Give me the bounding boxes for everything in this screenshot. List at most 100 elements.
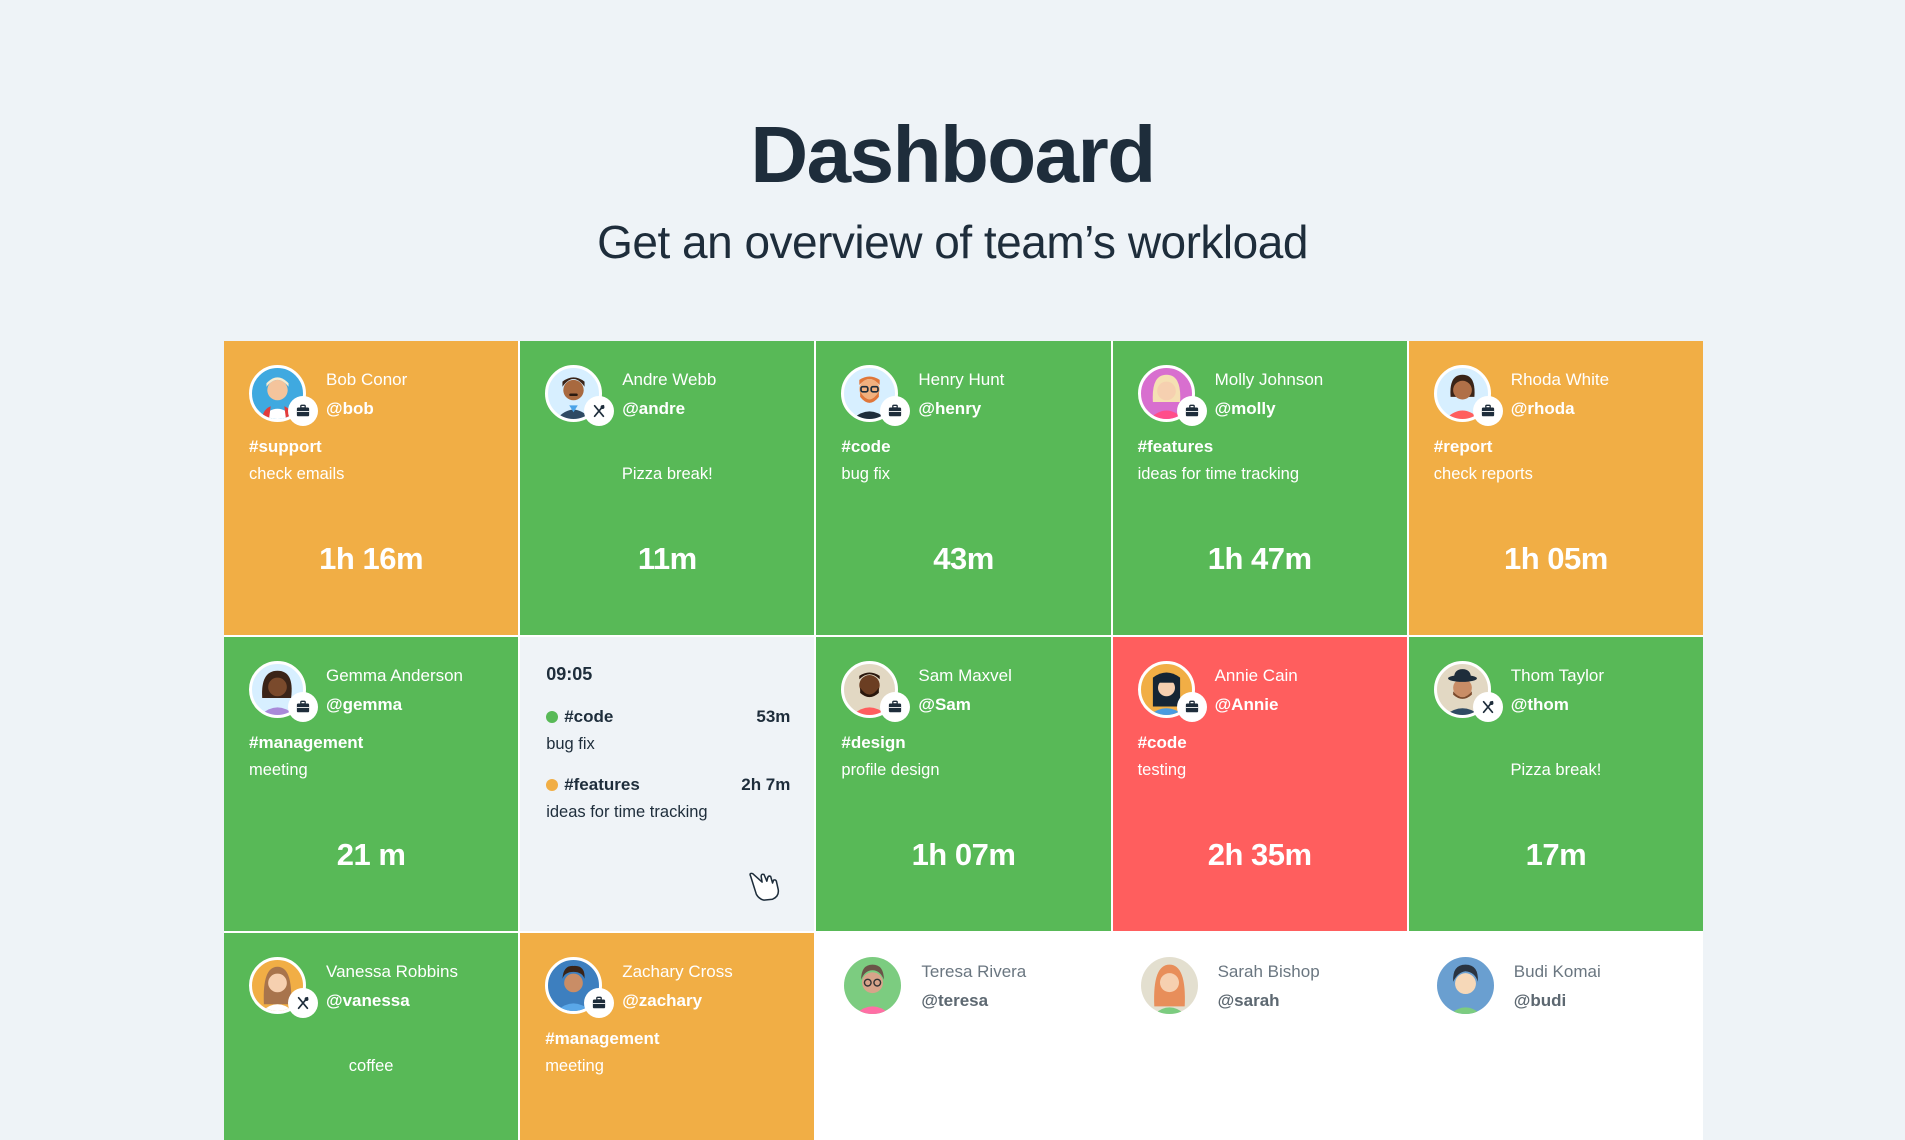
avatar xyxy=(1140,957,1198,1014)
member-handle: @andre xyxy=(622,399,686,418)
member-handle: @vanessa xyxy=(326,991,410,1010)
member-name: Molly Johnson xyxy=(1214,370,1324,389)
fork-spoon-icon xyxy=(584,396,615,426)
user-info: Bob Conor @bob xyxy=(249,365,408,426)
project-tag: #features xyxy=(1137,437,1214,456)
elapsed-time: 1h 47m xyxy=(1207,541,1312,576)
briefcase-icon xyxy=(288,396,318,426)
user-info: Thom Taylor @thom xyxy=(1433,661,1605,722)
elapsed-time: 1h 16m xyxy=(319,541,424,576)
project-tag: #management xyxy=(249,733,364,752)
member-card-gemma[interactable]: Gemma Anderson @gemma #management meetin… xyxy=(224,637,519,931)
task-description: testing xyxy=(1137,761,1187,779)
elapsed-time: 1h 07m xyxy=(911,837,1016,872)
task-description: ideas for time tracking xyxy=(1137,465,1299,483)
briefcase-icon xyxy=(288,692,318,722)
avatar xyxy=(249,365,306,422)
user-info: Molly Johnson @molly xyxy=(1137,365,1324,426)
activity-entry[interactable]: #features 2h 7m xyxy=(546,775,790,795)
member-card-rhoda[interactable]: Rhoda White @rhoda #report check reports… xyxy=(1408,341,1703,635)
task-description: meeting xyxy=(249,761,308,779)
member-handle: @budi xyxy=(1513,991,1567,1010)
page-subtitle: Get an overview of team’s workload xyxy=(597,216,1308,268)
user-info: Teresa Rivera @teresa xyxy=(844,957,1026,1014)
member-card-bob[interactable]: Bob Conor @bob #support check emails 1h … xyxy=(224,341,519,635)
member-handle: @Annie xyxy=(1214,695,1279,714)
member-card-budi[interactable]: Budi Komai @budi xyxy=(1408,933,1703,1140)
user-info: Andre Webb @andre xyxy=(545,365,717,426)
member-name: Rhoda White xyxy=(1510,370,1610,389)
member-handle: @thom xyxy=(1510,695,1569,714)
member-card-vanessa[interactable]: Vanessa Robbins @vanessa coffee xyxy=(224,933,519,1140)
member-handle: @teresa xyxy=(921,991,989,1010)
user-info: Gemma Anderson @gemma xyxy=(249,661,464,722)
member-card-teresa[interactable]: Teresa Rivera @teresa xyxy=(816,933,1111,1140)
briefcase-icon xyxy=(880,396,911,426)
member-handle: @sarah xyxy=(1217,991,1280,1010)
avatar xyxy=(545,365,603,422)
project-tag: #code xyxy=(1137,733,1187,752)
member-name: Andre Webb xyxy=(622,370,717,389)
member-name: Zachary Cross xyxy=(622,962,733,981)
member-handle: @gemma xyxy=(326,695,403,714)
user-info: Annie Cain @Annie xyxy=(1137,661,1298,722)
task-description: meeting xyxy=(545,1057,604,1075)
activity-entry[interactable]: #code 53m xyxy=(546,707,790,727)
fork-spoon-icon xyxy=(288,988,318,1018)
entry-tag: #features xyxy=(564,775,640,794)
hand-pointer-icon xyxy=(745,865,783,903)
member-card-sarah[interactable]: Sarah Bishop @sarah xyxy=(1112,933,1407,1140)
member-card-henry[interactable]: Henry Hunt @henry #code bug fix 43m xyxy=(816,341,1111,635)
avatar xyxy=(1137,365,1195,422)
elapsed-time: 17m xyxy=(1525,837,1587,872)
user-info: Rhoda White @rhoda xyxy=(1433,365,1610,426)
member-card-andre[interactable]: Andre Webb @andre Pizza break! 11m xyxy=(520,341,815,635)
member-name: Sam Maxvel xyxy=(918,666,1012,685)
member-card-zachary[interactable]: Zachary Cross @zachary #management meeti… xyxy=(520,933,815,1140)
member-name: Annie Cain xyxy=(1214,666,1298,685)
team-grid: Bob Conor @bob #support check emails 1h … xyxy=(224,341,1703,1140)
member-name: Sarah Bishop xyxy=(1217,962,1320,981)
user-info: Sarah Bishop @sarah xyxy=(1140,957,1320,1014)
member-card-molly[interactable]: Molly Johnson @molly #features ideas for… xyxy=(1112,341,1407,635)
clock-time: 09:05 xyxy=(546,664,593,684)
entry-tag: #code xyxy=(564,707,614,726)
member-card-thom[interactable]: Thom Taylor @thom Pizza break! 17m xyxy=(1408,637,1703,931)
briefcase-icon xyxy=(880,692,911,722)
task-description: check emails xyxy=(249,465,345,483)
activity-detail-card[interactable]: 09:05 #code 53m bug fix #features 2h 7m … xyxy=(520,637,815,931)
project-tag: #management xyxy=(545,1029,660,1048)
task-description: coffee xyxy=(348,1057,394,1075)
member-handle: @molly xyxy=(1214,399,1276,418)
member-handle: @zachary xyxy=(622,991,703,1010)
entry-duration: 2h 7m xyxy=(741,775,791,794)
member-handle: @bob xyxy=(326,399,374,418)
member-handle: @rhoda xyxy=(1510,399,1575,418)
fork-spoon-icon xyxy=(1472,692,1503,722)
elapsed-time: 11m xyxy=(637,541,697,576)
member-name: Gemma Anderson xyxy=(326,666,464,685)
briefcase-icon xyxy=(1176,692,1207,722)
task-description: Pizza break! xyxy=(621,465,713,483)
member-name: Bob Conor xyxy=(326,370,408,389)
entry-task: bug fix xyxy=(546,735,595,753)
status-dot-icon xyxy=(546,779,559,791)
task-description: profile design xyxy=(841,761,940,779)
task-description: Pizza break! xyxy=(1510,761,1602,779)
project-tag: #report xyxy=(1433,437,1493,456)
project-tag: #design xyxy=(841,733,906,752)
elapsed-time: 43m xyxy=(933,541,994,576)
member-name: Thom Taylor xyxy=(1510,666,1605,685)
project-tag: #code xyxy=(841,437,891,456)
member-card-sam[interactable]: Sam Maxvel @Sam #design profile design 1… xyxy=(816,637,1111,931)
briefcase-icon xyxy=(1472,396,1503,426)
member-handle: @henry xyxy=(918,399,982,418)
member-name: Budi Komai xyxy=(1513,962,1601,981)
task-description: bug fix xyxy=(841,465,891,483)
member-handle: @Sam xyxy=(918,695,971,714)
user-info: Sam Maxvel @Sam xyxy=(841,661,1012,722)
user-info: Vanessa Robbins @vanessa xyxy=(249,957,458,1018)
member-name: Teresa Rivera xyxy=(921,962,1027,981)
member-card-annie[interactable]: Annie Cain @Annie #code testing 2h 35m xyxy=(1112,637,1407,931)
avatar xyxy=(844,957,902,1014)
